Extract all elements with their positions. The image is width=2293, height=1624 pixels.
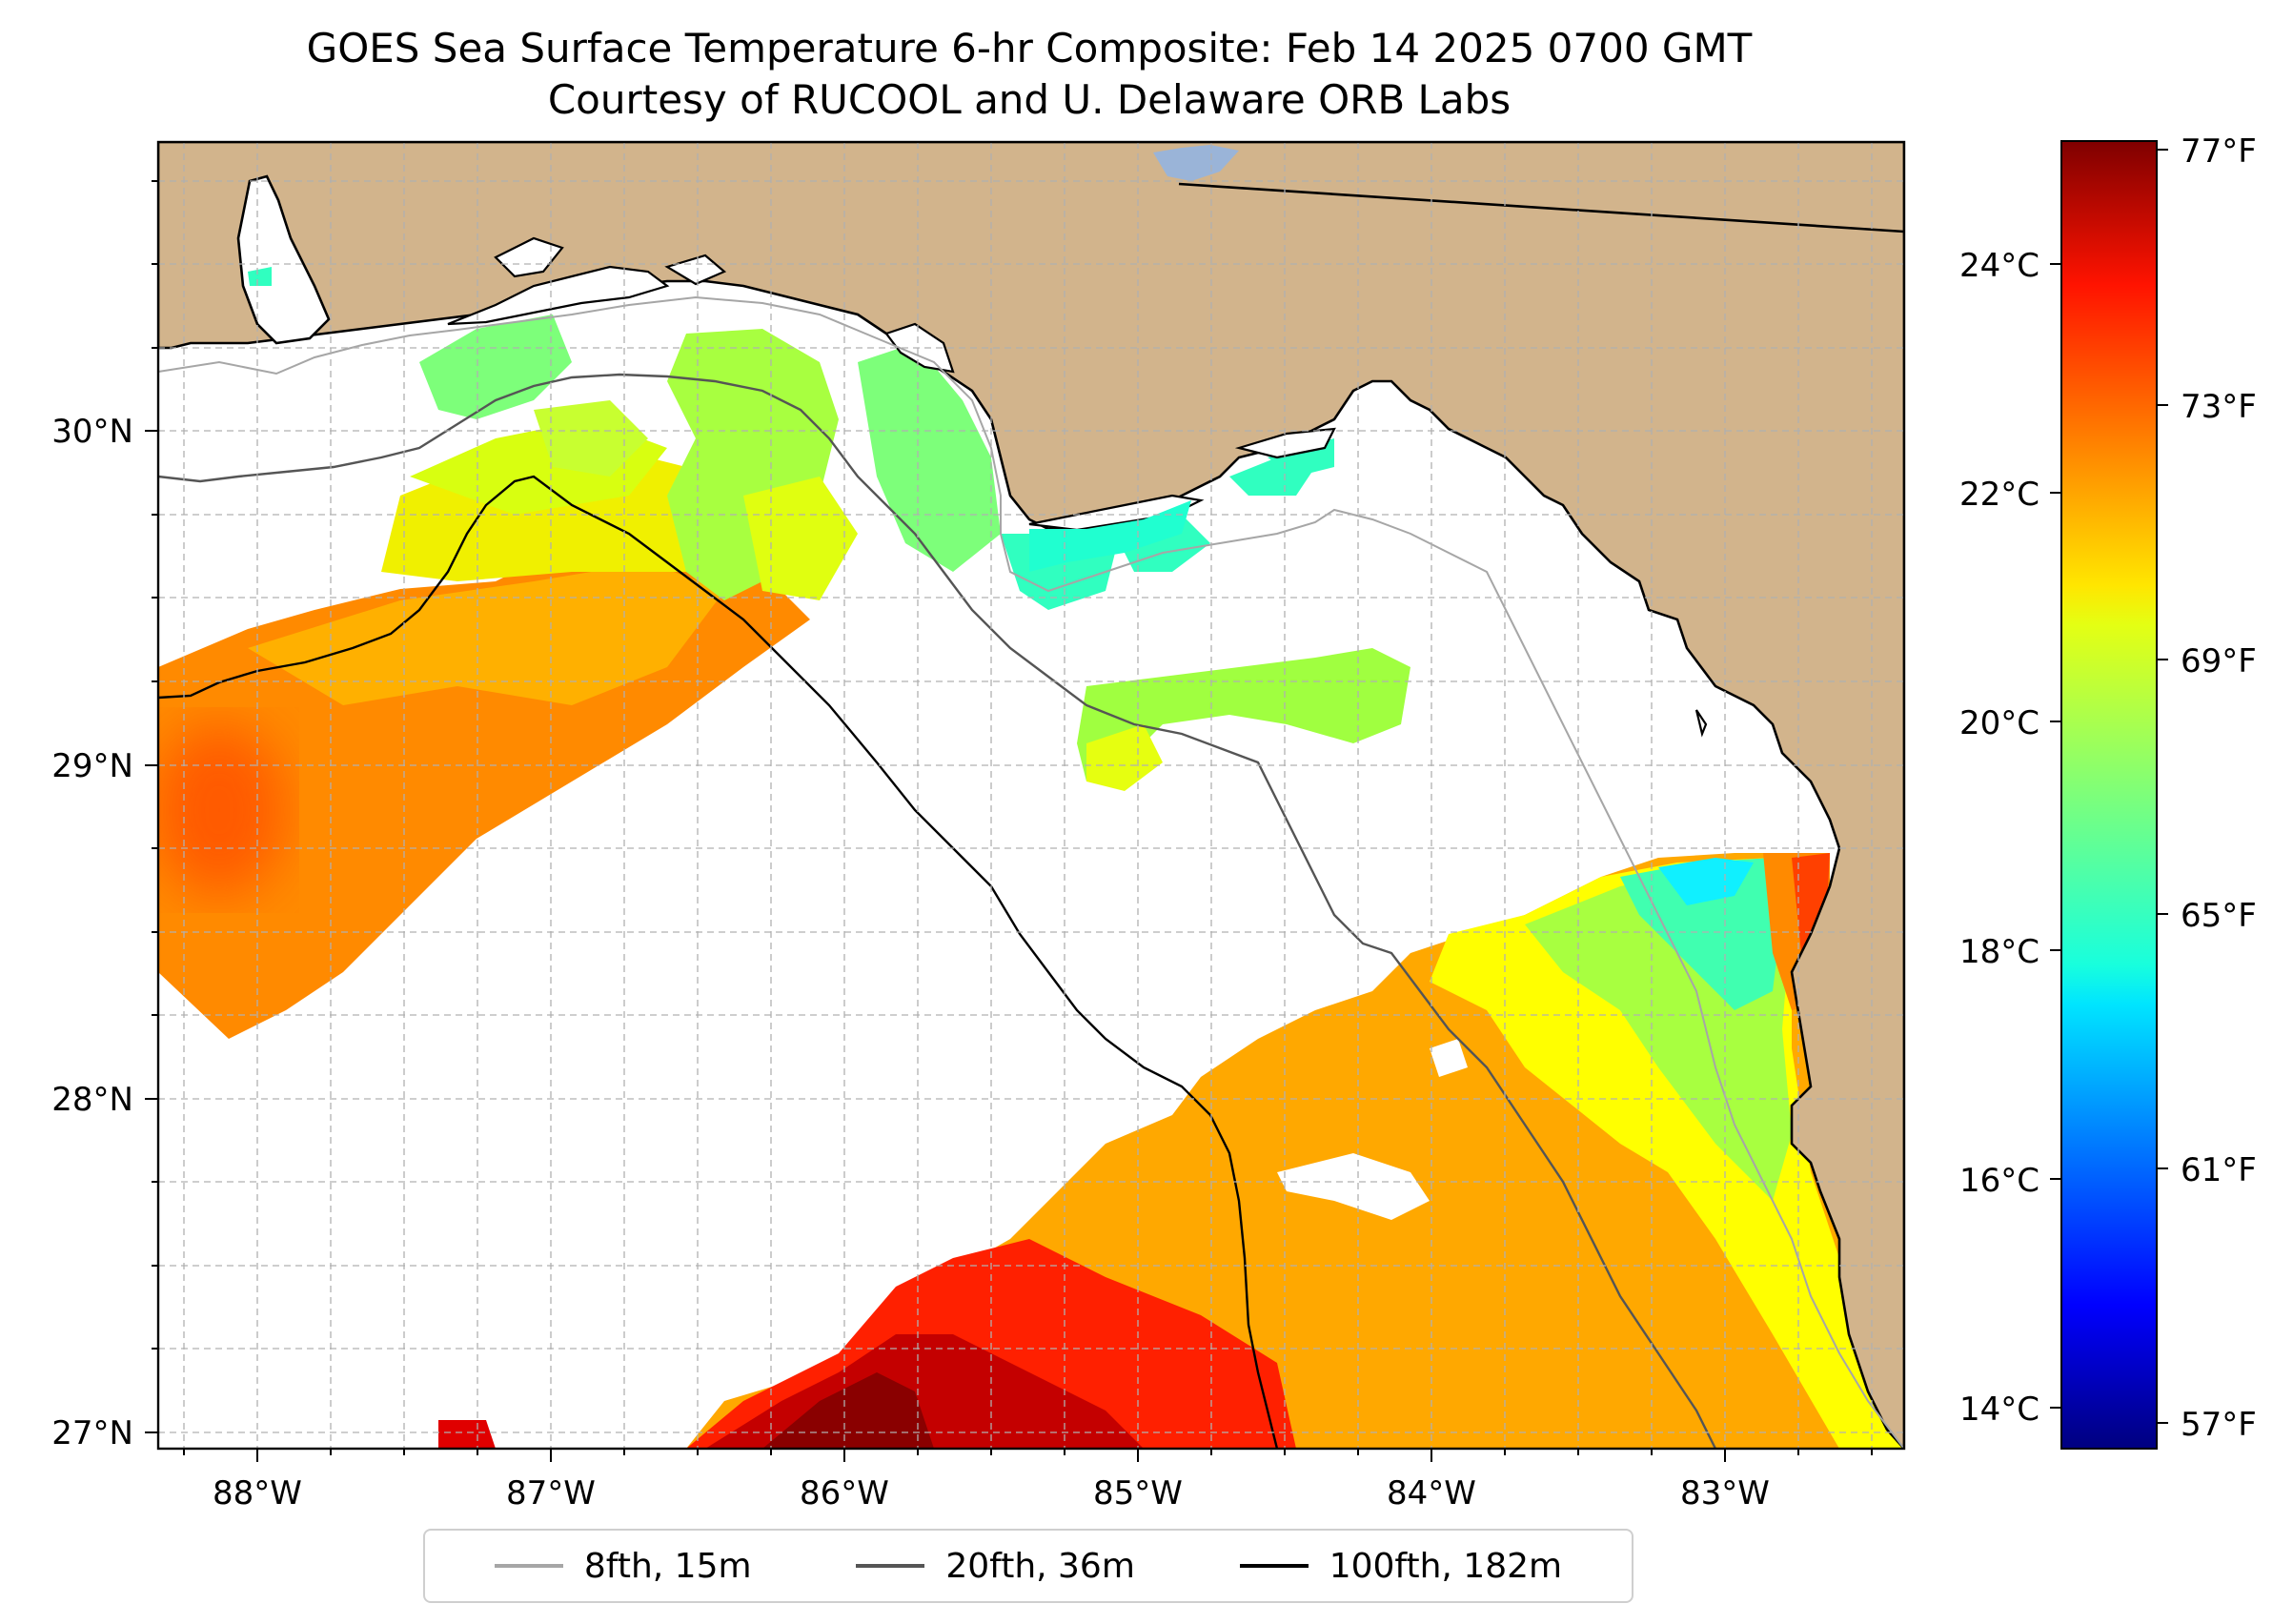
lat-tick-marks — [145, 180, 158, 1433]
map-subtitle: Courtesy of RUCOOL and U. Delaware ORB L… — [547, 76, 1512, 123]
celsius-label-22: 22°C — [1959, 476, 2039, 514]
celsius-label-24: 24°C — [1959, 247, 2039, 285]
fahrenheit-label-57: 57°F — [2181, 1406, 2257, 1444]
lon-label-83w: 83°W — [1680, 1474, 1770, 1512]
isobath-20fth — [158, 373, 1717, 1449]
apalachee-band — [1029, 500, 1191, 572]
lon-label-84w: 84°W — [1387, 1474, 1476, 1512]
legend-item-100fth: 100fth, 182m — [1239, 1546, 1563, 1586]
fahrenheit-label-73: 73°F — [2181, 388, 2257, 426]
fahrenheit-label-61: 61°F — [2181, 1151, 2257, 1189]
lat-label-30n: 30°N — [51, 413, 133, 451]
legend-item-8fth: 8fth, 15m — [494, 1546, 752, 1586]
lon-label-88w: 88°W — [213, 1474, 302, 1512]
isobath-8fth — [158, 295, 1904, 1449]
coastal-bays — [447, 236, 1708, 738]
lon-label-85w: 85°W — [1093, 1474, 1183, 1512]
colorbar-celsius-ticks — [2050, 263, 2061, 1409]
legend-label-8fth: 8fth, 15m — [583, 1546, 752, 1586]
map-title: GOES Sea Surface Temperature 6-hr Compos… — [306, 25, 1753, 71]
isobath-100fth — [158, 475, 1279, 1449]
legend-label-20fth: 20fth, 36m — [945, 1546, 1135, 1586]
celsius-label-18: 18°C — [1959, 933, 2039, 971]
lon-label-86w: 86°W — [800, 1474, 889, 1512]
legend-swatch-20fth — [856, 1564, 925, 1568]
lake — [1153, 145, 1239, 181]
mobile-bay — [236, 174, 331, 345]
legend-label-100fth: 100fth, 182m — [1329, 1546, 1563, 1586]
sst-north-patches — [238, 267, 1410, 791]
legend-swatch-100fth — [1239, 1564, 1309, 1568]
colorbar-fahrenheit-ticks — [2157, 149, 2168, 1424]
state-border — [1178, 182, 1904, 233]
isobath-legend: 8fth, 15m 20fth, 36m 100fth, 182m — [423, 1529, 1634, 1603]
celsius-label-20: 20°C — [1959, 704, 2039, 742]
lon-label-87w: 87°W — [506, 1474, 596, 1512]
lat-label-27n: 27°N — [51, 1414, 133, 1452]
fahrenheit-label-77: 77°F — [2181, 132, 2257, 171]
colorbar — [2060, 140, 2158, 1450]
legend-item-20fth: 20fth, 36m — [856, 1547, 1135, 1586]
map-frame — [156, 140, 1906, 1451]
lon-tick-marks — [183, 1449, 1873, 1462]
lat-label-28n: 28°N — [51, 1081, 133, 1119]
gridlines — [158, 142, 1904, 1449]
fahrenheit-label-65: 65°F — [2181, 897, 2257, 935]
fahrenheit-label-69: 69°F — [2181, 642, 2257, 680]
lat-label-29n: 29°N — [51, 747, 133, 785]
celsius-label-16: 16°C — [1959, 1162, 2039, 1200]
legend-swatch-8fth — [494, 1564, 563, 1568]
celsius-label-14: 14°C — [1959, 1391, 2039, 1429]
